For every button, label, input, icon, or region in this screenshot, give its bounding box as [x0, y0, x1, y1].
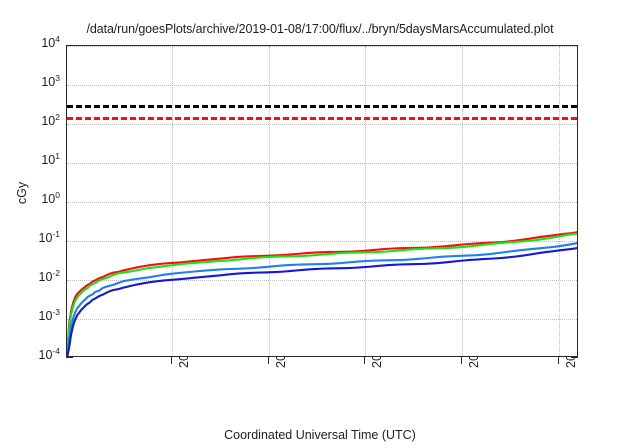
gridline-horizontal	[67, 46, 577, 47]
gridline-vertical	[171, 46, 173, 356]
chart-title: /data/run/goesPlots/archive/2019-01-08/1…	[86, 22, 554, 36]
plot-area	[67, 46, 577, 356]
gridline-vertical	[462, 46, 464, 356]
x-tick-mark	[461, 357, 463, 364]
x-tick-mark	[170, 357, 172, 364]
black-threshold	[67, 105, 577, 109]
gridline-horizontal	[67, 124, 577, 125]
data-curves	[67, 231, 577, 356]
y-tick-label: 100	[41, 189, 60, 206]
y-tick-label: 10-1	[38, 228, 60, 245]
y-tick-label: 102	[41, 111, 60, 128]
gridline-horizontal	[67, 85, 577, 86]
y-tick-label: 103	[41, 72, 60, 89]
y-tick-mark	[66, 357, 73, 358]
gridline-vertical	[559, 46, 561, 356]
x-tick-mark	[558, 357, 560, 364]
red-curve	[67, 231, 577, 356]
y-tick-label: 10-2	[38, 267, 60, 284]
plot-frame	[66, 45, 578, 357]
y-tick-label: 10-3	[38, 306, 60, 323]
y-tick-mark	[571, 357, 578, 358]
y-tick-label: 104	[41, 33, 60, 50]
gridline-horizontal	[67, 202, 577, 203]
gridline-horizontal	[67, 319, 577, 320]
gridline-horizontal	[67, 241, 577, 242]
x-tick-mark	[364, 357, 366, 364]
red-threshold	[67, 117, 577, 121]
dark-blue-curve	[67, 246, 577, 356]
x-tick-mark	[267, 357, 269, 364]
gridline-horizontal	[67, 280, 577, 281]
green-curve	[67, 232, 577, 356]
gridline-vertical	[268, 46, 270, 356]
gridline-vertical	[365, 46, 367, 356]
light-blue-curve	[67, 242, 577, 356]
y-tick-label: 101	[41, 150, 60, 167]
y-tick-label: 10-4	[38, 345, 60, 362]
x-axis-title: Coordinated Universal Time (UTC)	[224, 428, 416, 442]
gridline-horizontal	[67, 163, 577, 164]
